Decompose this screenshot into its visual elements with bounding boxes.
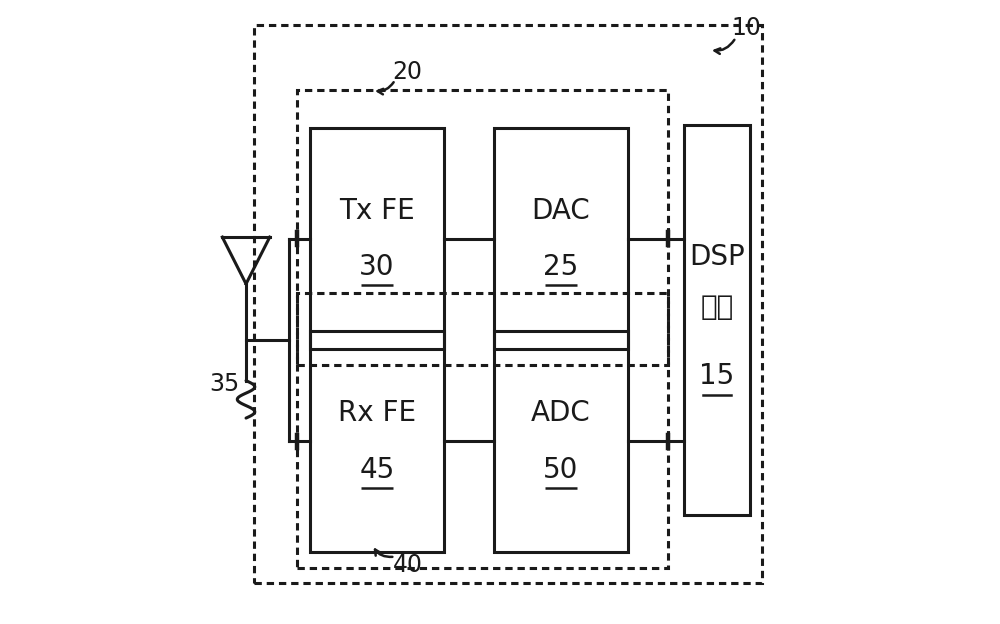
Text: 45: 45 <box>359 456 394 484</box>
Text: 40: 40 <box>393 553 423 577</box>
Bar <box>310 331 444 552</box>
Text: 20: 20 <box>393 60 423 84</box>
Text: 25: 25 <box>543 253 578 281</box>
Text: 15: 15 <box>699 362 734 390</box>
Text: 10: 10 <box>732 16 761 40</box>
Bar <box>297 90 668 365</box>
Bar <box>494 128 628 349</box>
Text: 35: 35 <box>209 372 239 396</box>
Bar <box>254 25 762 583</box>
Bar <box>494 331 628 552</box>
Text: 50: 50 <box>543 456 579 484</box>
Text: Tx FE: Tx FE <box>339 197 415 225</box>
Text: 电路: 电路 <box>700 293 733 321</box>
Text: 30: 30 <box>359 253 395 281</box>
Text: ADC: ADC <box>531 399 591 427</box>
Text: DAC: DAC <box>531 197 590 225</box>
Bar <box>684 125 750 515</box>
Text: Rx FE: Rx FE <box>338 399 416 427</box>
Bar <box>310 128 444 349</box>
Bar <box>297 293 668 568</box>
Text: DSP: DSP <box>689 243 745 271</box>
